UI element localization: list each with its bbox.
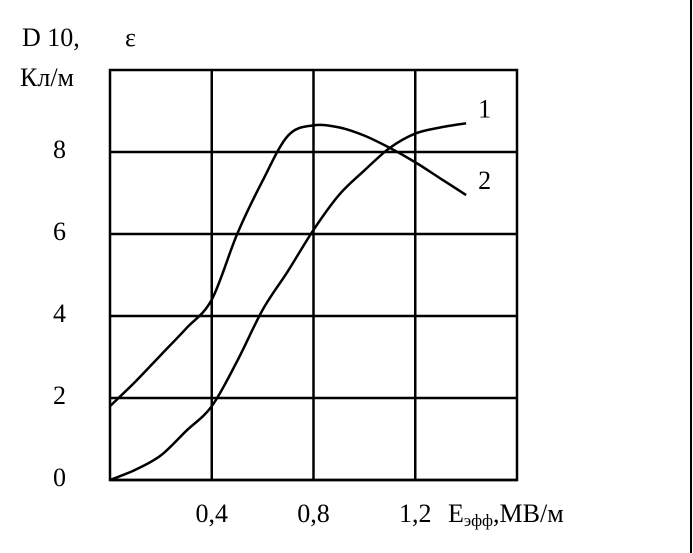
x-unit: ,МВ/м	[493, 499, 564, 528]
y-unit: Кл/м	[20, 63, 74, 92]
x-label: Eэфф,МВ/м	[448, 499, 564, 530]
x-label-sub: эфф	[464, 511, 493, 530]
y-label: D 10,	[22, 23, 80, 52]
series-line	[109, 122, 467, 482]
series-label: 2	[478, 166, 491, 195]
x-tick-label: 1,2	[399, 499, 432, 528]
series-label: 1	[478, 94, 491, 123]
y-tick-label: 4	[53, 299, 66, 328]
y-tick-label: 6	[53, 217, 66, 246]
y-tick-label: 2	[53, 381, 66, 410]
x-tick-label: 0,8	[297, 499, 330, 528]
y-tick-label: 0	[53, 463, 66, 492]
series-line	[109, 123, 467, 408]
y-tick-label: 8	[53, 135, 66, 164]
y-label-symbol: ε	[125, 23, 136, 52]
x-label-main: E	[448, 499, 464, 528]
x-tick-label: 0,4	[196, 499, 229, 528]
